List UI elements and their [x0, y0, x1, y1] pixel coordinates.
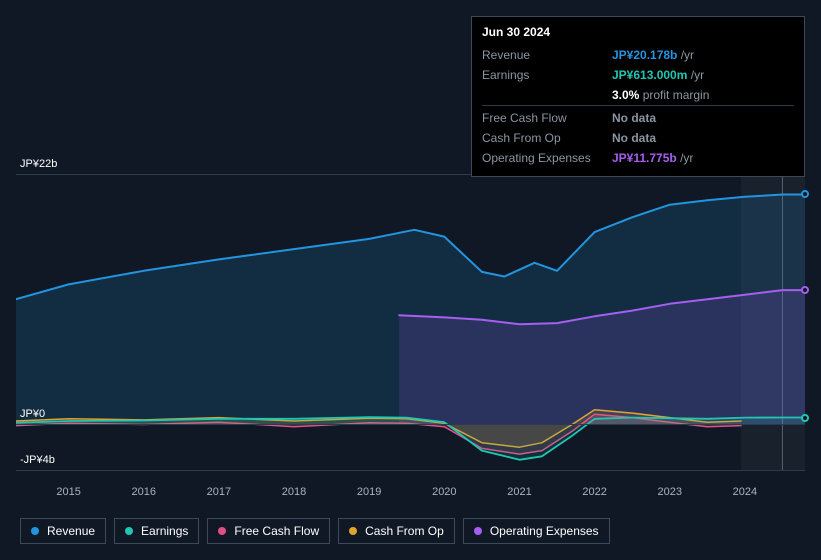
legend-item-label: Free Cash Flow — [234, 524, 319, 538]
x-axis-label: 2019 — [357, 486, 381, 498]
x-axis-label: 2018 — [282, 486, 306, 498]
tooltip-row: RevenueJP¥20.178b /yr — [482, 45, 794, 65]
x-axis: 2015 2016 2017 2018 2019 2020 2021 2022 2023 2024 — [16, 486, 805, 500]
tooltip-row-value: JP¥20.178b /yr — [612, 45, 794, 65]
tooltip-row-value: No data — [612, 106, 794, 129]
tooltip-row: Free Cash FlowNo data — [482, 106, 794, 129]
legend-item-label: Cash From Op — [365, 524, 444, 538]
tooltip-row-label: Free Cash Flow — [482, 106, 612, 129]
legend-dot-icon — [31, 527, 39, 535]
gridline — [16, 424, 805, 425]
series-end-marker — [801, 414, 809, 422]
tooltip-row-label: Operating Expenses — [482, 148, 612, 168]
legend-dot-icon — [474, 527, 482, 535]
y-axis-label: JP¥22b — [16, 158, 57, 170]
legend-item-label: Revenue — [47, 524, 95, 538]
tooltip-table: RevenueJP¥20.178b /yrEarningsJP¥613.000m… — [482, 45, 794, 168]
hover-tooltip: Jun 30 2024 RevenueJP¥20.178b /yrEarning… — [471, 16, 805, 177]
tooltip-row-label: Cash From Op — [482, 128, 612, 148]
series-end-marker — [801, 190, 809, 198]
x-axis-label: 2015 — [56, 486, 80, 498]
legend-dot-icon — [218, 527, 226, 535]
legend-item-fcf[interactable]: Free Cash Flow — [207, 518, 330, 544]
x-axis-label: 2024 — [733, 486, 757, 498]
tooltip-row-value: No data — [612, 128, 794, 148]
legend-dot-icon — [349, 527, 357, 535]
x-axis-label: 2020 — [432, 486, 456, 498]
x-axis-label: 2017 — [207, 486, 231, 498]
tooltip-row-value: JP¥11.775b /yr — [612, 148, 794, 168]
gridline — [16, 470, 805, 471]
tooltip-row: Cash From OpNo data — [482, 128, 794, 148]
legend-item-label: Earnings — [141, 524, 188, 538]
tooltip-row: 3.0% profit margin — [482, 85, 794, 106]
y-axis-label: -JP¥4b — [16, 454, 55, 466]
y-axis-label: JP¥0 — [16, 408, 45, 420]
chart-legend: Revenue Earnings Free Cash Flow Cash From O… — [20, 518, 610, 544]
x-axis-label: 2022 — [582, 486, 606, 498]
series-end-marker — [801, 286, 809, 294]
legend-item-earnings[interactable]: Earnings — [114, 518, 199, 544]
legend-dot-icon — [125, 527, 133, 535]
legend-item-opex[interactable]: Operating Expenses — [463, 518, 610, 544]
legend-item-cfo[interactable]: Cash From Op — [338, 518, 455, 544]
legend-item-label: Operating Expenses — [490, 524, 599, 538]
plot-area[interactable] — [16, 174, 805, 470]
x-axis-label: 2021 — [507, 486, 531, 498]
tooltip-row-label — [482, 85, 612, 106]
legend-item-revenue[interactable]: Revenue — [20, 518, 106, 544]
tooltip-row-value: 3.0% profit margin — [612, 85, 794, 106]
tooltip-date: Jun 30 2024 — [482, 25, 794, 45]
tooltip-row-label: Revenue — [482, 45, 612, 65]
tooltip-row: EarningsJP¥613.000m /yr — [482, 65, 794, 85]
tooltip-row-label: Earnings — [482, 65, 612, 85]
x-axis-label: 2023 — [657, 486, 681, 498]
tooltip-row-value: JP¥613.000m /yr — [612, 65, 794, 85]
x-axis-label: 2016 — [131, 486, 155, 498]
financials-chart: JP¥22b JP¥0 -JP¥4b — [16, 160, 805, 490]
tooltip-row: Operating ExpensesJP¥11.775b /yr — [482, 148, 794, 168]
